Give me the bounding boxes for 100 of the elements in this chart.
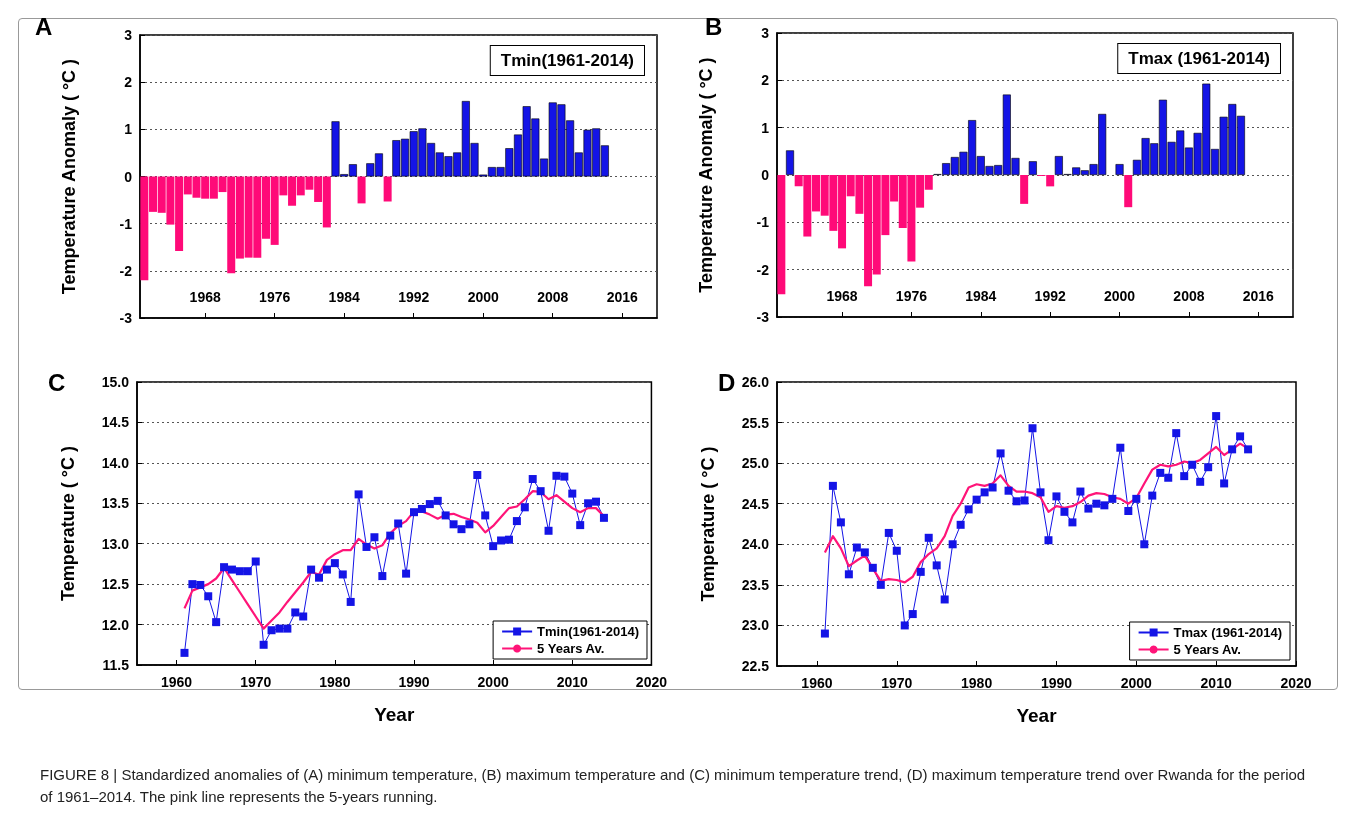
- point: [988, 483, 997, 492]
- x-tick-label: 1976: [895, 288, 928, 304]
- point: [322, 565, 331, 574]
- x-tick-label: 2000: [477, 674, 509, 690]
- y-tick-label: 12.5: [101, 576, 130, 593]
- x-tick-label: 1980: [961, 675, 993, 691]
- point: [1188, 460, 1197, 469]
- x-tick-label: 2020: [1280, 675, 1312, 691]
- point: [1156, 468, 1165, 477]
- y-tick-label: 15.0: [101, 374, 130, 390]
- point: [520, 503, 529, 512]
- y-tick-label: 11.5: [102, 657, 130, 673]
- point: [220, 563, 229, 572]
- y-tick-label: 3: [761, 25, 770, 41]
- point: [892, 546, 901, 555]
- point: [378, 572, 387, 581]
- point: [852, 543, 861, 552]
- point: [275, 624, 284, 633]
- y-tick-label: -1: [756, 214, 770, 231]
- x-tick-label: 1968: [826, 288, 858, 304]
- y-tick-label: 25.5: [741, 414, 770, 431]
- point: [1068, 518, 1077, 527]
- point: [956, 520, 965, 529]
- point: [489, 542, 498, 551]
- point: [1220, 479, 1229, 488]
- point: [1060, 507, 1069, 516]
- point: [481, 511, 490, 520]
- point: [836, 518, 845, 527]
- point: [1028, 424, 1037, 433]
- point: [884, 528, 893, 537]
- y-axis-title: Temperature Anomaly ( °C ): [59, 58, 79, 295]
- point: [592, 497, 601, 506]
- y-tick-label: 23.0: [741, 617, 770, 634]
- x-tick-label: 2016: [606, 289, 639, 305]
- point: [1044, 536, 1053, 545]
- y-tick-label: 12.0: [101, 616, 130, 633]
- point: [504, 535, 513, 544]
- point: [1036, 488, 1045, 497]
- point: [457, 525, 466, 534]
- y-axis-title: Temperature ( °C ): [58, 446, 78, 601]
- y-tick-label: 2: [761, 72, 770, 89]
- y-tick-label: 0: [761, 167, 770, 183]
- y-axis-title: Temperature Anomaly ( °C ): [696, 57, 716, 293]
- point: [227, 565, 236, 574]
- point: [465, 520, 474, 529]
- caption: FIGURE 8 | Standardized anomalies of (A) minimum temperature, (B) maximum temperature and (C) minimum temperature trend, (D) maximum temperature trend over Rwanda for the period of 1961–2014. The pink line represents the 5-years running.: [40, 765, 1307, 807]
- point: [1212, 412, 1221, 421]
- x-tick-label: 2000: [1120, 675, 1153, 691]
- y-axis-title: Temperature ( °C ): [698, 446, 718, 602]
- annotation: Tmax (1961-2014): [1128, 49, 1271, 68]
- point: [497, 536, 506, 545]
- point: [552, 471, 561, 480]
- point: [1164, 473, 1173, 482]
- y-tick-label: 3: [124, 27, 133, 43]
- point: [1108, 494, 1117, 503]
- point: [449, 520, 458, 529]
- point: [212, 618, 221, 627]
- x-tick-label: 1970: [240, 674, 272, 690]
- point: [196, 580, 205, 589]
- point: [410, 508, 418, 517]
- point: [346, 597, 355, 606]
- point: [1084, 504, 1093, 513]
- point: [251, 557, 260, 566]
- bar: [1028, 161, 1037, 175]
- point: [828, 481, 837, 490]
- x-tick-label: 1976: [259, 289, 291, 305]
- point: [425, 500, 434, 509]
- x-tick-label: 1992: [398, 289, 430, 305]
- point: [868, 563, 877, 572]
- point: [180, 648, 189, 657]
- point: [473, 470, 482, 479]
- x-tick-label: 1968: [189, 289, 221, 305]
- y-tick-label: 2: [124, 74, 133, 91]
- point: [932, 561, 941, 570]
- point: [820, 629, 829, 638]
- point: [996, 449, 1005, 458]
- x-tick-label: 2020: [635, 674, 668, 690]
- x-tick-label: 1992: [1034, 288, 1066, 304]
- legend-label: Tmin(1961-2014): [537, 624, 640, 639]
- y-tick-label: 13.5: [101, 495, 130, 512]
- point: [1020, 496, 1029, 505]
- x-tick-label: 2010: [1200, 675, 1232, 691]
- point: [394, 519, 403, 528]
- bar: [777, 175, 786, 295]
- x-tick-label: 1960: [160, 674, 193, 690]
- y-tick-label: 1: [761, 119, 770, 136]
- bar: [1020, 175, 1029, 204]
- x-tick-label: 1990: [398, 674, 430, 690]
- x-tick-label: 2008: [1173, 288, 1205, 304]
- x-tick-label: 2000: [467, 289, 499, 305]
- point: [512, 517, 521, 526]
- point: [1180, 472, 1189, 481]
- point: [291, 608, 300, 617]
- point: [964, 505, 973, 514]
- x-tick-label: 1990: [1040, 675, 1073, 691]
- y-tick-label: 26.0: [741, 374, 770, 390]
- point: [1124, 507, 1133, 516]
- y-tick-label: 13.0: [101, 535, 130, 552]
- point: [536, 487, 545, 496]
- y-tick-label: 24.5: [741, 495, 770, 512]
